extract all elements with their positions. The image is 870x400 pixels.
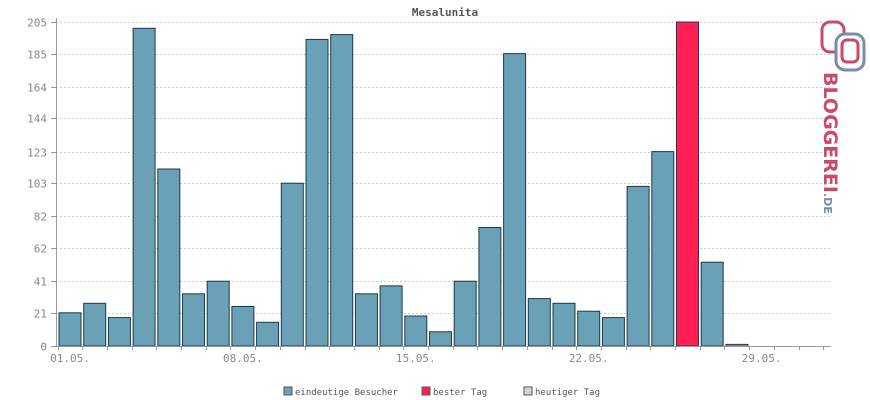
y-tick-label: 164 [27, 82, 47, 95]
bar [577, 310, 601, 347]
bar [527, 298, 551, 347]
bar [256, 321, 280, 347]
bar [404, 315, 428, 347]
bar [107, 317, 131, 347]
bar [503, 53, 527, 347]
legend-label: heutiger Tag [535, 388, 600, 398]
bar [206, 280, 230, 347]
y-tick-label: 62 [34, 243, 47, 256]
bar [379, 285, 403, 347]
legend-swatch [523, 386, 533, 396]
bar [330, 34, 354, 347]
y-tick-label: 123 [27, 147, 47, 160]
legend: eindeutige Besucher bester Tag heutiger Ta… [283, 386, 600, 398]
best-day-bar [676, 21, 699, 347]
y-tick-label: 185 [27, 49, 47, 62]
bar [478, 227, 502, 347]
bar [182, 293, 205, 347]
y-axis-ticks: 0 21 41 62 82 103 123 144 164 185 205 [27, 17, 56, 354]
bar [651, 151, 675, 347]
x-tick-label: 29.05. [742, 352, 782, 365]
y-tick-label: 205 [27, 17, 47, 30]
bar [132, 27, 156, 347]
bar [700, 261, 724, 347]
brand-wordmark: BLOGGEREI.DE [819, 72, 841, 214]
y-tick-label: 103 [27, 178, 47, 191]
legend-label: eindeutige Besucher [295, 388, 399, 398]
bar [305, 38, 329, 347]
y-tick-label: 82 [34, 211, 47, 224]
chart-title: Mesalunita [412, 6, 478, 19]
bar [157, 168, 181, 347]
x-tick-label: 15.05. [396, 352, 436, 365]
today-bar [725, 343, 749, 347]
y-tick-label: 41 [34, 276, 47, 289]
legend-swatch [421, 386, 431, 396]
bar [83, 302, 107, 347]
bar [231, 306, 255, 347]
bar [453, 280, 477, 347]
logo-icon [820, 20, 866, 72]
bar [626, 185, 650, 347]
y-tick-label: 0 [40, 341, 47, 354]
bar [58, 312, 82, 347]
y-tick-label: 144 [27, 113, 47, 126]
bar [354, 293, 378, 347]
brand-suffix: .DE [821, 193, 834, 214]
brand-name: BLOGGEREI [819, 72, 841, 193]
bloggerei-logo: BLOGGEREI.DE [819, 20, 866, 214]
x-tick-label: 22.05. [569, 352, 609, 365]
x-tick-label: 01.05. [50, 352, 90, 365]
x-axis-ticks: 01.05. 08.05. 15.05. 22.05. 29.05. [50, 346, 824, 365]
bars [58, 21, 749, 347]
x-tick-label: 08.05. [223, 352, 263, 365]
bar [280, 182, 304, 347]
axes [56, 18, 831, 347]
bar [552, 302, 576, 347]
legend-label: bester Tag [433, 388, 487, 398]
bar [601, 317, 625, 347]
bar [429, 331, 452, 347]
legend-swatch [283, 386, 293, 396]
y-tick-label: 21 [34, 308, 47, 321]
